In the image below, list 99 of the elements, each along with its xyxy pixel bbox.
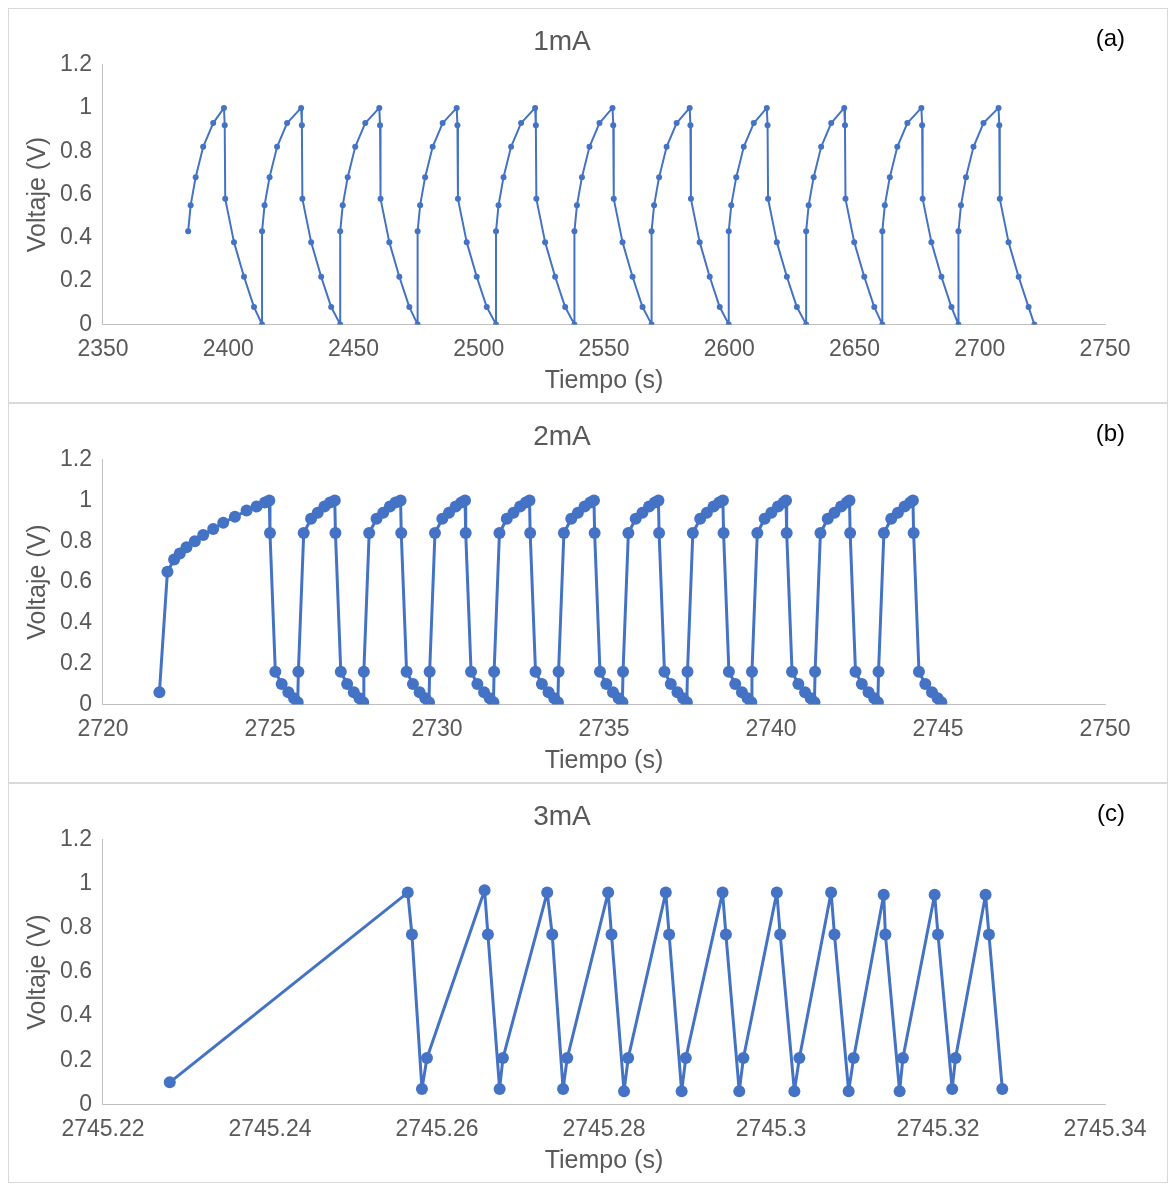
y-tick-label: 0.8 (59, 136, 92, 163)
point (825, 886, 838, 899)
point (622, 1052, 635, 1065)
y-axis-title: Voltaje (V) (21, 136, 50, 253)
point (793, 1052, 806, 1065)
y-axis-title: Voltaje (V) (21, 524, 50, 640)
point (932, 928, 944, 941)
point (561, 1052, 574, 1065)
point (618, 1085, 631, 1098)
point (415, 1082, 428, 1095)
y-tick-label: 0 (79, 1089, 92, 1116)
point (659, 886, 672, 899)
point (541, 886, 554, 899)
point (770, 886, 783, 899)
point (481, 928, 494, 941)
point (788, 1085, 801, 1098)
x-tick-label: 2735 (578, 714, 630, 741)
point (546, 928, 559, 941)
y-tick-label: 1 (79, 485, 92, 512)
point (405, 928, 418, 941)
point (949, 1052, 962, 1065)
y-tick-label: 1 (79, 93, 92, 120)
x-tick-label: 2745.26 (395, 1114, 479, 1141)
x-tick-label: 2400 (202, 334, 254, 361)
point (663, 928, 676, 941)
y-tick-label: 1.2 (59, 49, 92, 76)
x-tick-label: 2725 (244, 714, 296, 741)
y-tick-label: 0.4 (59, 608, 93, 635)
point (946, 1082, 959, 1095)
y-tick-label: 0.6 (59, 567, 92, 594)
point (774, 928, 787, 941)
point (982, 928, 995, 941)
point (679, 1052, 692, 1065)
x-tick-label: 2650 (828, 334, 881, 361)
x-tick-label: 2750 (1079, 714, 1131, 741)
chart-title: 2mA (533, 419, 592, 451)
point (877, 888, 890, 901)
point (893, 1085, 906, 1098)
point (401, 886, 414, 899)
point (557, 1082, 570, 1095)
x-tick-label: 2745.22 (61, 1114, 145, 1141)
y-axis-title: Voltaje (V) (21, 914, 50, 1030)
chart-title: 1mA (533, 24, 592, 56)
y-tick-label: 0.2 (59, 266, 92, 293)
point (928, 888, 941, 901)
y-tick-label: 0.8 (59, 913, 92, 940)
x-axis-title: Tiempo (s) (544, 1144, 664, 1173)
text: (a) (1095, 23, 1125, 51)
point (719, 928, 732, 941)
x-tick-label: 2550 (578, 334, 630, 361)
point (847, 1052, 860, 1065)
y-tick-label: 0.2 (59, 648, 92, 675)
x-axis-title: Tiempo (s) (544, 364, 664, 393)
y-tick-label: 0 (79, 309, 92, 336)
x-tick-label: 2600 (703, 334, 755, 361)
x-tick-label: 2740 (745, 714, 797, 741)
x-tick-label: 2450 (327, 334, 380, 361)
x-tick-label: 2745.32 (896, 1114, 980, 1141)
x-tick-label: 2350 (77, 334, 129, 361)
x-tick-label: 2745.3 (735, 1114, 807, 1141)
y-tick-label: 1.2 (59, 444, 92, 471)
point (163, 1076, 176, 1089)
y-tick-label: 0.2 (59, 1045, 92, 1072)
chart-title: 3mA (533, 799, 592, 831)
text: (b) (1095, 418, 1125, 446)
point (602, 886, 615, 899)
x-tick-label: 2720 (77, 714, 129, 741)
x-tick-label: 2700 (954, 334, 1006, 361)
x-tick-label: 2745.24 (228, 1114, 312, 1141)
point (493, 1082, 506, 1095)
text: (c) (1097, 798, 1125, 826)
point (478, 884, 491, 897)
point (605, 928, 618, 941)
x-tick-label: 2745.34 (1063, 1114, 1147, 1141)
x-tick-label: 2730 (411, 714, 463, 741)
y-tick-label: 1 (79, 869, 92, 896)
point (896, 1052, 909, 1065)
y-tick-label: 0 (79, 689, 92, 716)
point (675, 1085, 688, 1098)
y-tick-label: 0.6 (59, 179, 92, 206)
point (996, 1082, 1009, 1095)
point (842, 1085, 855, 1098)
point (879, 928, 892, 941)
point (420, 1052, 433, 1065)
point (828, 928, 841, 941)
x-tick-label: 2745 (912, 714, 964, 741)
y-tick-label: 0.4 (59, 223, 93, 250)
point (716, 886, 729, 899)
x-tick-label: 2500 (453, 334, 505, 361)
y-tick-label: 0.6 (59, 957, 92, 984)
y-tick-label: 0.4 (59, 1001, 93, 1028)
x-tick-label: 2750 (1079, 334, 1131, 361)
x-axis-title: Tiempo (s) (544, 744, 664, 773)
point (733, 1085, 746, 1098)
y-tick-label: 0.8 (59, 526, 92, 553)
x-tick-label: 2745.28 (562, 1114, 646, 1141)
y-tick-label: 1.2 (59, 824, 92, 851)
point (979, 888, 992, 901)
point (737, 1052, 750, 1065)
